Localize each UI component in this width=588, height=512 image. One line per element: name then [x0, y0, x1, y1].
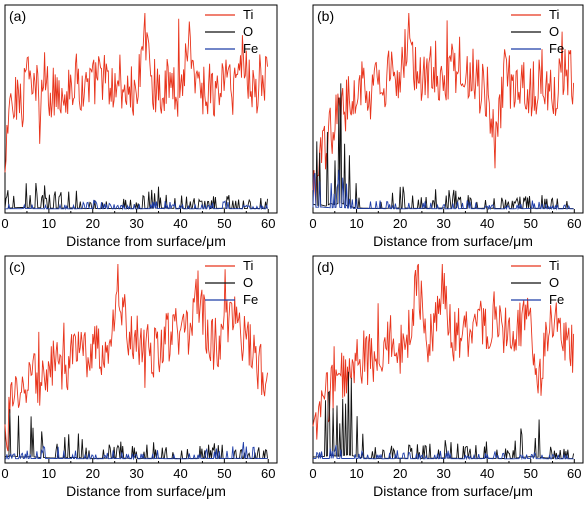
x-tick-label: 30: [129, 466, 143, 481]
x-tick-label: 40: [480, 466, 494, 481]
legend-entry-o: O: [205, 24, 253, 39]
panel-label: (a): [9, 8, 26, 24]
legend-entry-fe: Fe: [205, 41, 258, 56]
legend-entry-ti: Ti: [205, 7, 253, 22]
x-tick-label: 0: [1, 466, 8, 481]
series-line-fe: [312, 169, 574, 211]
x-tick-label: 20: [86, 466, 100, 481]
series-line-fe: [5, 441, 268, 461]
x-tick-label: 30: [436, 466, 450, 481]
panel-label: (c): [9, 259, 25, 275]
legend-label: Fe: [243, 292, 258, 307]
x-tick-label: 0: [309, 466, 316, 481]
legend-label: Fe: [243, 41, 258, 56]
x-tick-label: 50: [524, 466, 538, 481]
panel-d: 0 10 20 30 40 50 60 Distance from surface/μm (d)…: [309, 255, 584, 499]
x-axis-label: Distance from surface/μm: [373, 483, 533, 499]
legend-label: O: [549, 24, 559, 39]
legend-label: Ti: [549, 258, 559, 273]
legend-label: Fe: [549, 41, 564, 56]
legend-label: Fe: [549, 292, 564, 307]
plot-frame: [312, 4, 584, 214]
plot-frame: [4, 4, 278, 214]
legend-label: O: [243, 24, 253, 39]
x-tick-label: 40: [480, 216, 494, 231]
legend-entry-ti: Ti: [205, 258, 253, 273]
x-tick-label: 10: [42, 216, 56, 231]
x-axis-label: Distance from surface/μm: [66, 233, 226, 249]
legend-label: Ti: [243, 258, 253, 273]
legend-entry-o: O: [511, 24, 559, 39]
x-tick-label: 10: [349, 466, 363, 481]
x-tick-label: 60: [567, 216, 581, 231]
series-line-ti: [312, 12, 575, 204]
legend-entry-ti: Ti: [511, 7, 559, 22]
series-line-o: [5, 409, 268, 460]
series-line-ti: [4, 12, 268, 173]
plot-frame: [312, 255, 584, 464]
x-tick-label: 10: [349, 216, 363, 231]
plot-frame: [4, 255, 278, 464]
series-line-ti: [4, 263, 268, 452]
legend-label: O: [243, 275, 253, 290]
x-tick-label: 10: [42, 466, 56, 481]
x-tick-label: 50: [217, 466, 231, 481]
legend-entry-fe: Fe: [511, 292, 564, 307]
legend-entry-fe: Fe: [205, 292, 258, 307]
series-line-fe: [313, 445, 574, 461]
x-axis-label: Distance from surface/μm: [66, 483, 226, 499]
panel-b: 0 10 20 30 40 50 60 Distance from surface/μm (b)…: [309, 4, 584, 249]
x-axis-label: Distance from surface/μm: [373, 233, 533, 249]
x-tick-label: 20: [393, 216, 407, 231]
x-tick-label: 0: [1, 216, 8, 231]
panel-label: (b): [317, 8, 334, 24]
x-tick-label: 60: [567, 466, 581, 481]
x-tick-label: 20: [86, 216, 100, 231]
x-tick-label: 30: [129, 216, 143, 231]
series-line-fe: [5, 199, 268, 211]
panel-label: (d): [317, 259, 334, 275]
x-tick-label: 0: [309, 216, 316, 231]
legend-entry-fe: Fe: [511, 41, 564, 56]
x-tick-label: 50: [217, 216, 231, 231]
legend-label: Ti: [243, 7, 253, 22]
x-tick-label: 40: [173, 466, 187, 481]
legend-entry-ti: Ti: [511, 258, 559, 273]
panel-c: 0 10 20 30 40 50 60 Distance from surface/μm (c)…: [1, 255, 278, 499]
legend-label: O: [549, 275, 559, 290]
x-tick-label: 40: [173, 216, 187, 231]
series-line-o: [313, 371, 575, 460]
series-line-o: [4, 182, 268, 210]
series-line-o: [312, 83, 574, 210]
legend-entry-o: O: [511, 275, 559, 290]
panel-a: 0 10 20 30 40 50 60 Distance from surface/μm (a)…: [1, 4, 278, 249]
x-tick-label: 50: [524, 216, 538, 231]
x-tick-label: 30: [436, 216, 450, 231]
series-line-ti: [312, 263, 575, 440]
legend-entry-o: O: [205, 275, 253, 290]
x-tick-label: 60: [261, 216, 275, 231]
x-tick-label: 20: [393, 466, 407, 481]
x-tick-label: 60: [261, 466, 275, 481]
legend-label: Ti: [549, 7, 559, 22]
